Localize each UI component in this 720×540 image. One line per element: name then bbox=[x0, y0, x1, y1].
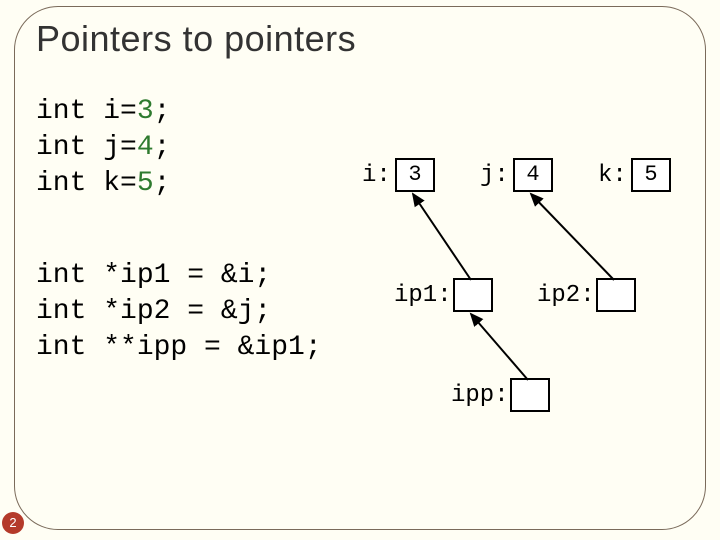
arrow-ip1-to-i bbox=[413, 194, 471, 280]
arrow-ip2-to-j bbox=[531, 194, 614, 280]
pointer-diagram: i: 3 j: 4 k: 5 ip1: ip2: ipp: bbox=[0, 0, 720, 540]
arrow-ipp-to-ip1 bbox=[471, 314, 528, 380]
arrows-svg bbox=[0, 0, 720, 540]
page-number-badge: 2 bbox=[2, 512, 24, 534]
